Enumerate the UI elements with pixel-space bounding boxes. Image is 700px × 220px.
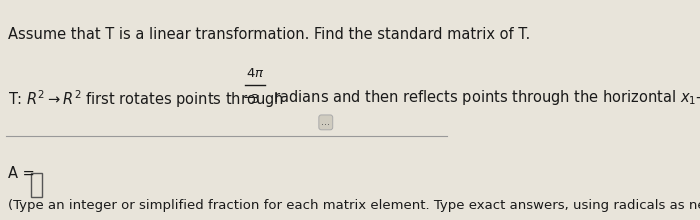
Text: $3$: $3$ [251, 93, 260, 106]
Text: T: $R^2$$\rightarrow$$R^2$ first rotates points through: T: $R^2$$\rightarrow$$R^2$ first rotates… [8, 88, 284, 110]
Text: A =: A = [8, 167, 35, 181]
Text: Assume that T is a linear transformation. Find the standard matrix of T.: Assume that T is a linear transformation… [8, 28, 531, 42]
Text: ...: ... [321, 117, 330, 127]
Text: $-$: $-$ [242, 88, 256, 103]
Text: radians and then reflects points through the horizontal $x_1$-axis.: radians and then reflects points through… [270, 88, 700, 107]
Text: (Type an integer or simplified fraction for each matrix element. Type exact answ: (Type an integer or simplified fraction … [8, 199, 700, 212]
FancyBboxPatch shape [31, 173, 42, 197]
Text: $4\pi$: $4\pi$ [246, 67, 265, 80]
